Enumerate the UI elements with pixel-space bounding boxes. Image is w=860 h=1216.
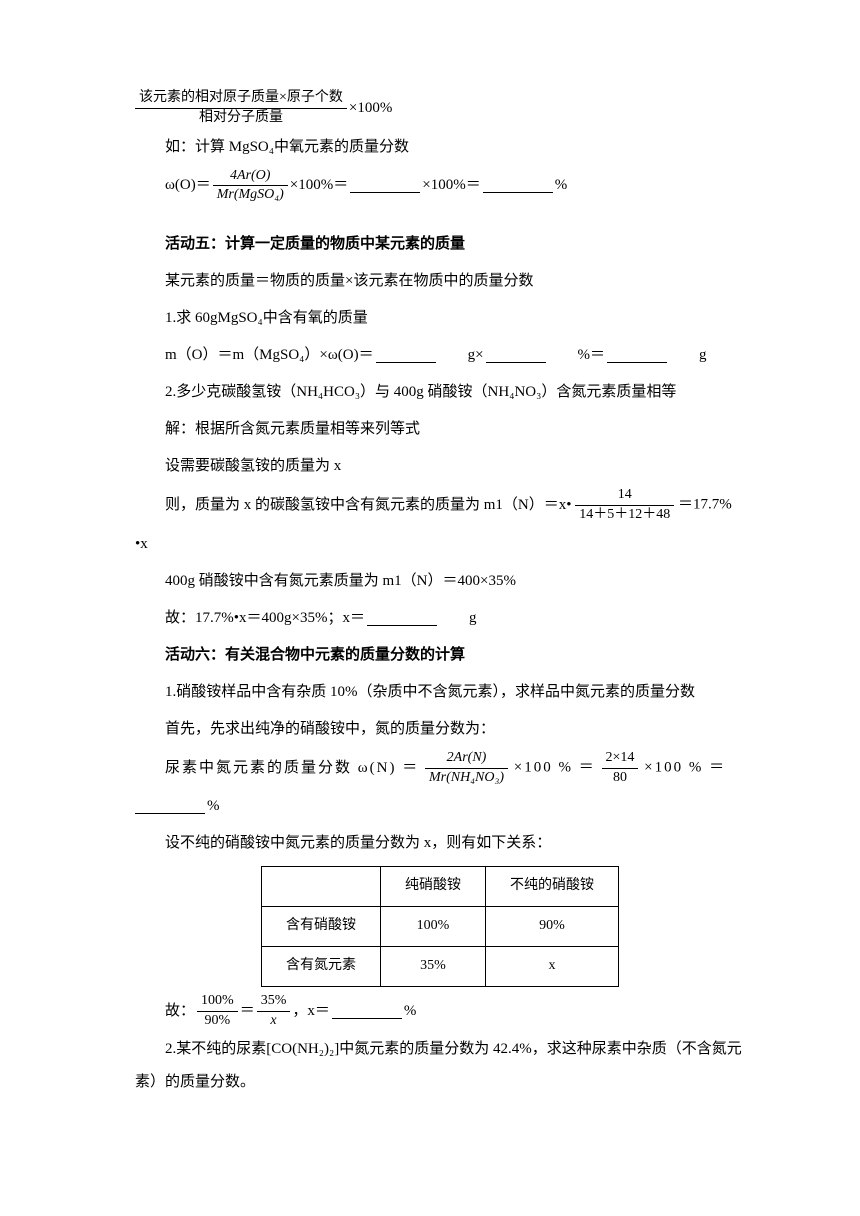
- activity5-sol1: 解：根据所含氮元素质量相等来列等式: [135, 413, 745, 446]
- eq-mid2: ×100%＝: [422, 169, 480, 202]
- activity6-q2: 2.某不纯的尿素[CO(NH₂)₂]中氮元素的质量分数为 42.4%，求这种尿素…: [135, 1033, 745, 1099]
- activity5-sol5: 故：17.7%•x＝400g×35%；x＝ g: [135, 602, 745, 635]
- table-cell: 35%: [381, 946, 486, 986]
- eq-unit: g: [439, 602, 477, 635]
- table-row: 纯硝酸铵 不纯的硝酸铵: [262, 867, 619, 907]
- example-equation: ω(O)＝ 4Ar(O) Mr(MgSO₄) ×100%＝ ×100%＝ %: [165, 168, 745, 205]
- numerator: 该元素的相对原子质量×原子个数: [135, 90, 347, 109]
- activity5-q2: 2.多少克碳酸氢铵（NH₄HCO₃）与 400g 硝酸铵（NH₄NO₃）含氮元素…: [135, 376, 745, 409]
- numerator: 2×14: [602, 750, 639, 769]
- activity5-title: 活动五：计算一定质量的物质中某元素的质量: [135, 228, 745, 261]
- fraction: 2Ar(N) Mr(NH₄NO₃): [425, 750, 508, 787]
- numerator: 14: [575, 487, 674, 506]
- sol-text: 故：17.7%•x＝400g×35%；x＝: [135, 602, 365, 635]
- eq-text: g×: [438, 339, 484, 372]
- text: 尿素中氮元素的质量分数 ω(N) ＝: [165, 760, 419, 776]
- activity5-rule: 某元素的质量＝物质的质量×该元素在物质中的质量分数: [135, 265, 745, 298]
- activity5-sol4: 400g 硝酸铵中含有氮元素质量为 m1（N）＝400×35%: [135, 565, 745, 598]
- example-intro: 如：计算 MgSO₄中氧元素的质量分数: [135, 131, 745, 164]
- blank-field: [483, 178, 553, 193]
- fraction: 4Ar(O) Mr(MgSO₄): [213, 168, 288, 205]
- text: 故：: [165, 995, 195, 1028]
- blank-field: [350, 178, 420, 193]
- numerator: 2Ar(N): [425, 750, 508, 769]
- fraction: 该元素的相对原子质量×原子个数 相对分子质量: [135, 90, 347, 127]
- table-cell: 含有氮元素: [262, 946, 381, 986]
- activity5-sol2: 设需要碳酸氢铵的质量为 x: [135, 450, 745, 483]
- numerator: 100%: [197, 993, 238, 1012]
- table-cell: 90%: [486, 907, 619, 947]
- data-table: 纯硝酸铵 不纯的硝酸铵 含有硝酸铵 100% 90% 含有氮元素 35% x: [261, 866, 619, 986]
- denominator: x: [257, 1012, 291, 1030]
- table-row: 含有硝酸铵 100% 90%: [262, 907, 619, 947]
- activity5-sol3c: •x: [135, 528, 745, 561]
- sol-text: ＝17.7%: [678, 497, 732, 513]
- denominator: 90%: [197, 1012, 238, 1030]
- activity5-q1: 1.求 60gMgSO₄中含有氧的质量: [135, 302, 745, 335]
- text: ×100 % ＝: [514, 760, 596, 776]
- table-cell: 不纯的硝酸铵: [486, 867, 619, 907]
- blank-field: [367, 611, 437, 626]
- denominator: 14＋5＋12＋48: [575, 506, 674, 524]
- table-cell: 100%: [381, 907, 486, 947]
- text: ×100 % ＝: [644, 760, 726, 776]
- eq-lhs: m（O）＝m（MgSO₄）×ω(O)＝: [135, 339, 374, 372]
- activity6-line3-cont: %: [135, 790, 745, 823]
- activity6-q1: 1.硝酸铵样品中含有杂质 10%（杂质中不含氮元素），求样品中氮元素的质量分数: [135, 676, 745, 709]
- blank-field: [376, 348, 436, 363]
- text: ＝: [240, 995, 255, 1028]
- fraction: 35% x: [257, 993, 291, 1030]
- blank-field: [135, 799, 205, 814]
- activity6-line3: 尿素中氮元素的质量分数 ω(N) ＝ 2Ar(N) Mr(NH₄NO₃) ×10…: [135, 750, 745, 787]
- denominator: Mr(NH₄NO₃): [425, 769, 508, 787]
- eq-lhs: ω(O)＝: [165, 169, 211, 202]
- eq-unit: %: [404, 995, 417, 1028]
- table-cell: x: [486, 946, 619, 986]
- sol-text: 则，质量为 x 的碳酸氢铵中含有氮元素的质量为 m1（N）＝x•: [165, 497, 572, 513]
- eq-unit: g: [669, 339, 707, 372]
- eq-mid: ×100%＝: [290, 169, 348, 202]
- activity6-line4: 设不纯的硝酸铵中氮元素的质量分数为 x，则有如下关系：: [135, 827, 745, 860]
- blank-field: [332, 1004, 402, 1019]
- blank-field: [486, 348, 546, 363]
- top-formula: 该元素的相对原子质量×原子个数 相对分子质量 ×100%: [135, 90, 745, 127]
- multiplier-text: ×100%: [349, 92, 392, 125]
- activity5-q1-eq: m（O）＝m（MgSO₄）×ω(O)＝ g× %＝ g: [135, 339, 745, 372]
- fraction: 14 14＋5＋12＋48: [575, 487, 674, 524]
- numerator: 4Ar(O): [213, 168, 288, 187]
- denominator: 相对分子质量: [135, 109, 347, 127]
- numerator: 35%: [257, 993, 291, 1012]
- table-row: 含有氮元素 35% x: [262, 946, 619, 986]
- blank-field: [607, 348, 667, 363]
- text: ，x＝: [292, 995, 330, 1028]
- fraction: 100% 90%: [197, 993, 238, 1030]
- activity6-line5: 故： 100% 90% ＝ 35% x ，x＝ %: [165, 993, 745, 1030]
- table-cell: 纯硝酸铵: [381, 867, 486, 907]
- table-cell: [262, 867, 381, 907]
- fraction: 2×14 80: [602, 750, 639, 787]
- denominator: 80: [602, 769, 639, 787]
- activity6-line2: 首先，先求出纯净的硝酸铵中，氮的质量分数为：: [135, 713, 745, 746]
- eq-text: %＝: [548, 339, 606, 372]
- table-cell: 含有硝酸铵: [262, 907, 381, 947]
- eq-unit: %: [207, 790, 220, 823]
- activity6-title: 活动六：有关混合物中元素的质量分数的计算: [135, 639, 745, 672]
- eq-unit: %: [555, 169, 568, 202]
- denominator: Mr(MgSO₄): [213, 186, 288, 204]
- activity5-sol3: 则，质量为 x 的碳酸氢铵中含有氮元素的质量为 m1（N）＝x• 14 14＋5…: [135, 487, 745, 524]
